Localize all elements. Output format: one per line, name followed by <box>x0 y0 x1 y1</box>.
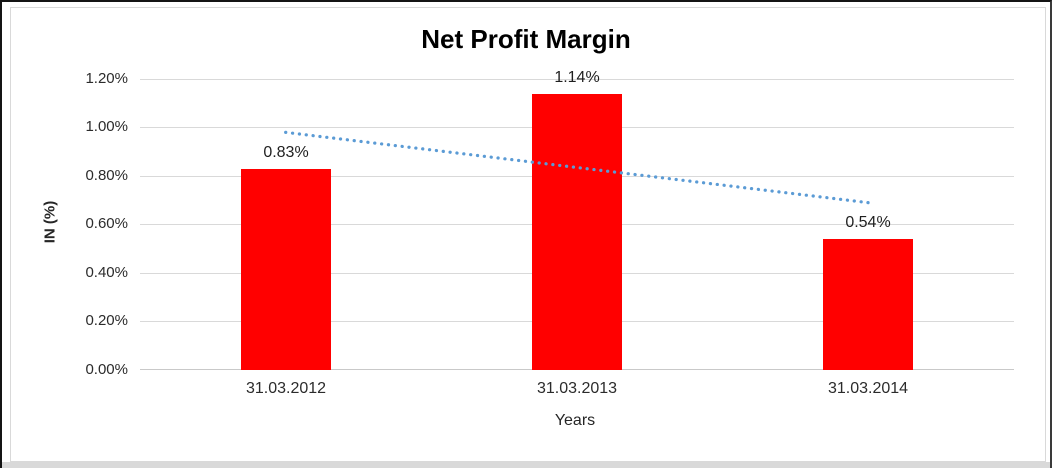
y-tick-label: 0.40% <box>85 264 128 281</box>
chart-area-frame <box>10 7 1046 462</box>
gridline <box>140 79 1014 80</box>
trendline <box>284 130 870 205</box>
data-label: 0.54% <box>845 214 891 231</box>
x-tick-label: 31.03.2014 <box>827 380 909 397</box>
y-tick-label: 1.00% <box>85 118 128 135</box>
y-tick-label: 0.00% <box>85 361 128 378</box>
y-tick-label: 0.60% <box>85 215 128 232</box>
plot-area: 0.83% 1.14% 0.54% <box>140 69 1014 370</box>
chart-title: Net Profit Margin <box>421 24 631 54</box>
data-label: 1.14% <box>554 69 600 86</box>
bar <box>241 169 331 370</box>
data-label: 0.83% <box>263 144 309 161</box>
x-tick-label: 31.03.2012 <box>245 380 327 397</box>
bar <box>823 239 913 370</box>
x-tick-label: 31.03.2013 <box>536 380 618 397</box>
y-tick-label: 0.80% <box>85 167 128 184</box>
bottom-border-strip <box>2 462 1050 468</box>
x-axis-title: Years <box>554 412 596 429</box>
bar <box>532 94 622 370</box>
y-tick-label: 1.20% <box>85 70 128 87</box>
y-tick-label: 0.20% <box>85 312 128 329</box>
